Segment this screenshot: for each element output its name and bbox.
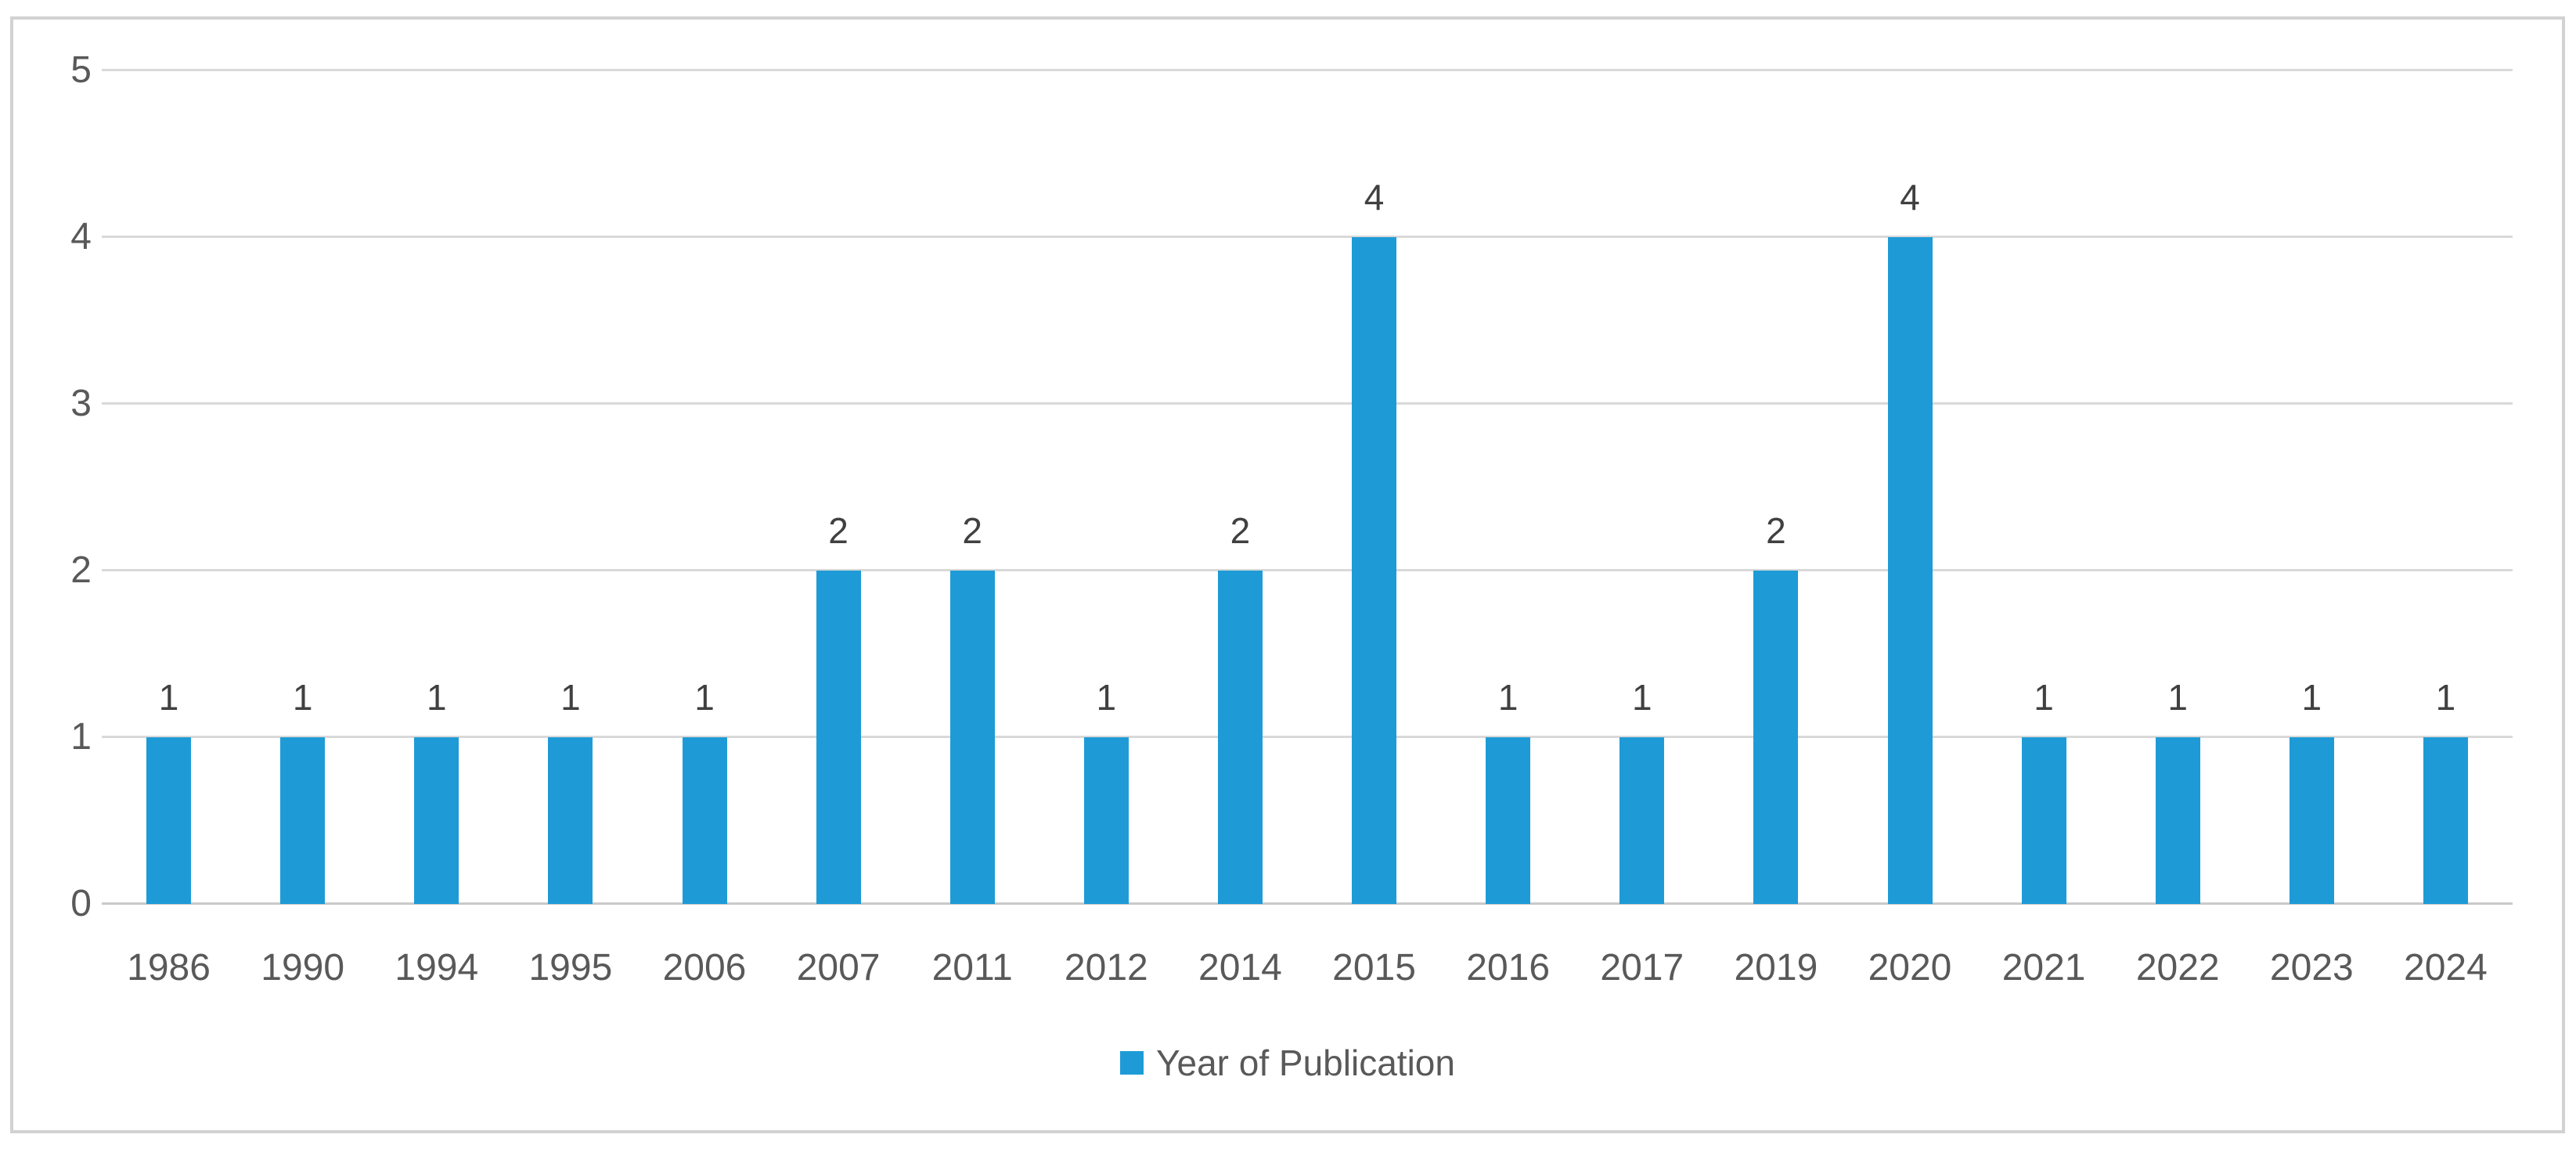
x-tick-label: 1994 (395, 947, 479, 989)
bar-2021 (2021, 737, 2066, 904)
bar-2006 (682, 737, 727, 904)
x-tick-label: 2014 (1198, 947, 1282, 989)
bar-2015 (1352, 237, 1397, 904)
bar-2020 (1887, 237, 1933, 904)
bar-value-label: 1 (1096, 677, 1117, 718)
x-tick-label: 2022 (2135, 947, 2220, 989)
y-tick-label: 4 (70, 216, 92, 257)
gridline (102, 736, 2513, 738)
y-tick-label: 1 (70, 716, 92, 758)
bar-value-label: 4 (1364, 177, 1385, 218)
bar-value-label: 1 (426, 677, 447, 718)
x-tick-label: 1986 (127, 947, 211, 989)
x-tick-label: 1990 (261, 947, 345, 989)
bar-value-label: 2 (1766, 510, 1786, 551)
bar-value-label: 1 (2034, 677, 2054, 718)
bar-value-label: 1 (2435, 677, 2456, 718)
bar-value-label: 1 (1631, 677, 1652, 718)
bar-2017 (1619, 737, 1665, 904)
bar-value-label: 1 (694, 677, 715, 718)
bar-2023 (2289, 737, 2334, 904)
x-tick-label: 2007 (796, 947, 881, 989)
gridline (102, 402, 2513, 405)
chart-frame: 1 1 1 1 1 2 2 1 2 4 1 1 2 4 1 1 1 1 0 1 2 3 4 5 1986 1990 1994 19… (10, 16, 2565, 1133)
bar-2011 (949, 571, 995, 904)
bar-value-label: 1 (560, 677, 581, 718)
bar-2014 (1217, 571, 1263, 904)
bar-value-label: 4 (1900, 177, 1920, 218)
bar-2007 (816, 571, 861, 904)
bar-1994 (414, 737, 459, 904)
legend: Year of Publication (13, 1045, 2562, 1081)
gridline (102, 236, 2513, 238)
bar-1990 (280, 737, 326, 904)
bar-1995 (548, 737, 593, 904)
x-tick-label: 2024 (2404, 947, 2488, 989)
bar-value-label: 1 (2167, 677, 2188, 718)
bar-value-label: 1 (292, 677, 313, 718)
bar-value-label: 1 (1497, 677, 1519, 718)
y-tick-label: 2 (70, 549, 92, 591)
bar-2024 (2423, 737, 2468, 904)
x-tick-label: 2017 (1600, 947, 1684, 989)
bar-1986 (146, 737, 192, 904)
bar-value-label: 2 (962, 510, 982, 551)
gridline (102, 69, 2513, 71)
bar-value-label: 2 (828, 510, 848, 551)
bar-2022 (2155, 737, 2200, 904)
x-tick-label: 2006 (662, 947, 747, 989)
x-tick-label: 2019 (1734, 947, 1818, 989)
y-tick-label: 0 (70, 883, 92, 924)
bar-value-label: 1 (158, 677, 179, 718)
x-tick-label: 1995 (528, 947, 613, 989)
plot-area: 1 1 1 1 1 2 2 1 2 4 1 1 2 4 1 1 1 1 (102, 69, 2513, 905)
gridline (102, 569, 2513, 571)
bar-2012 (1083, 737, 1129, 904)
bar-2019 (1753, 571, 1799, 904)
bar-2016 (1486, 737, 1531, 904)
x-tick-label: 2016 (1466, 947, 1551, 989)
y-tick-label: 3 (70, 383, 92, 424)
legend-label: Year of Publication (1156, 1043, 1455, 1083)
x-tick-label: 2015 (1332, 947, 1416, 989)
x-axis-line (102, 902, 2513, 905)
x-tick-label: 2021 (2001, 947, 2086, 989)
legend-swatch-icon (1120, 1051, 1144, 1075)
x-tick-label: 2012 (1064, 947, 1148, 989)
bar-value-label: 1 (2301, 677, 2322, 718)
x-tick-label: 2023 (2269, 947, 2354, 989)
bar-value-label: 2 (1230, 510, 1251, 551)
x-tick-label: 2020 (1868, 947, 1952, 989)
x-tick-label: 2011 (931, 947, 1013, 989)
y-tick-label: 5 (70, 49, 92, 91)
